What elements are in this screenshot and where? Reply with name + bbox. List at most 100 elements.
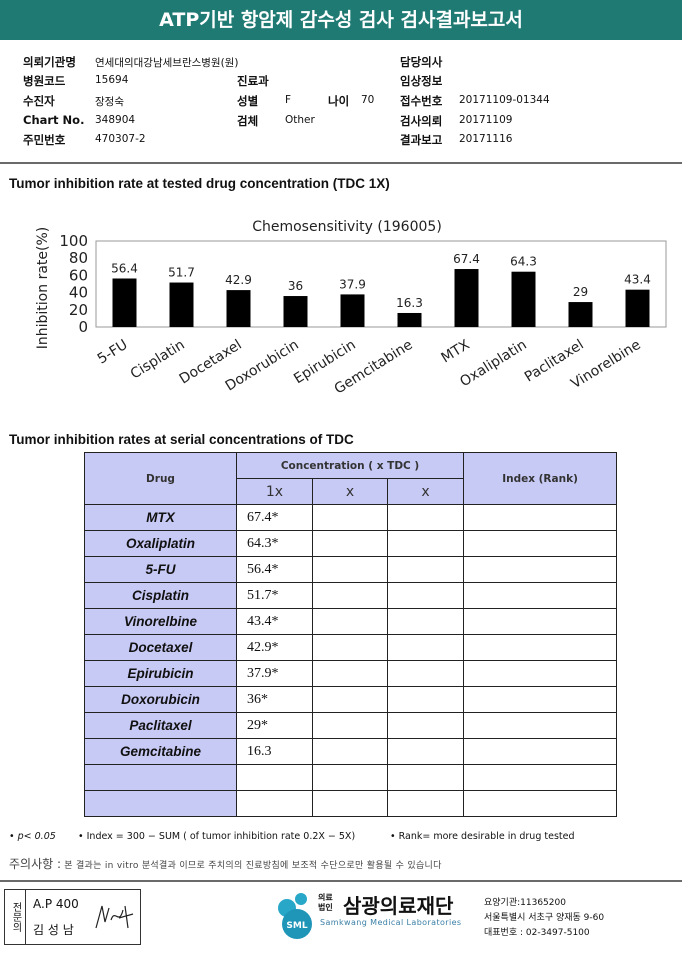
concentration-header: Concentration ( x TDC ) <box>235 452 465 479</box>
lab-phone: 대표번호 : 02-3497-5100 <box>484 928 590 938</box>
drug-header: Drug <box>84 452 237 505</box>
plot-area <box>95 240 667 328</box>
report-title: ATP기반 항암제 감수성 검사 검사결과보고서 <box>0 0 682 40</box>
institution-label: 의뢰기관명 <box>23 55 76 69</box>
index-rank-cell <box>463 790 618 817</box>
table-row: MTX 67.4* <box>84 504 618 531</box>
conc-x-cell <box>312 660 388 687</box>
institution-value: 연세대의대강남세브란스병원(원) <box>95 57 239 69</box>
tdc-1x-cell: 37.9* <box>236 660 313 687</box>
receipt-label: 접수번호 <box>400 94 443 108</box>
index-rank-cell <box>463 556 618 583</box>
bar-value-label: 67.4 <box>453 252 480 266</box>
y-tick-label: 100 <box>59 232 88 250</box>
results-table: Drug Concentration ( x TDC ) Index (Rank… <box>84 452 618 817</box>
conc-x-cell <box>312 712 388 739</box>
index-rank-cell <box>463 504 618 531</box>
request-value: 20171109 <box>459 114 513 126</box>
lab-code: 요양기관:11365200 <box>484 898 566 908</box>
bar-3 <box>283 296 308 327</box>
index-rank-cell <box>463 530 618 557</box>
category-label: 5-FU <box>95 337 131 368</box>
conc-x-cell <box>386 608 465 635</box>
lab-english-name: Samkwang Medical Laboratories <box>320 918 462 927</box>
drug-name-cell: Cisplatin <box>84 582 237 609</box>
chemosensitivity-chart: Chemosensitivity (196005) Inhibition rat… <box>35 219 667 398</box>
conc-x-cell <box>312 608 388 635</box>
bar-4 <box>340 294 365 327</box>
conc-x-cell <box>386 790 465 817</box>
table-row: Oxaliplatin 64.3* <box>84 530 618 557</box>
patient-value: 장정숙 <box>95 96 124 108</box>
table-row: Epirubicin 37.9* <box>84 660 618 687</box>
chart-title: Chemosensitivity (196005) <box>252 219 442 235</box>
chart-no-value: 348904 <box>95 114 136 126</box>
rrn-value: 470307-2 <box>95 133 146 145</box>
bar-value-label: 37.9 <box>339 277 366 291</box>
conc-x-cell <box>312 738 388 765</box>
age-value: 70 <box>361 94 375 106</box>
caution-note: 주의사항 : 본 결과는 in vitro 분석결과 이므로 주치의의 진료방침… <box>9 855 442 872</box>
index-rank-cell <box>463 634 618 661</box>
clinical-label: 임상정보 <box>400 74 443 88</box>
hospital-code-value: 15694 <box>95 74 129 86</box>
specimen-value: Other <box>285 114 315 126</box>
drug-name-cell <box>84 790 237 817</box>
lab-name: 삼광의료재단 <box>343 894 454 918</box>
conc-x-cell <box>386 764 465 791</box>
conc-x-cell <box>312 686 388 713</box>
report-date-value: 20171116 <box>459 133 513 145</box>
bar-6 <box>454 269 479 327</box>
tdc-1x-cell: 51.7* <box>236 582 313 609</box>
tdc-1x-cell: 16.3 <box>236 738 313 765</box>
patient-info: 의뢰기관명 연세대의대강남세브란스병원(원) 병원코드 15694 수진자 장정… <box>0 44 682 164</box>
conc-x-cell <box>312 634 388 661</box>
bar-8 <box>568 302 593 327</box>
report-date-label: 결과보고 <box>400 133 443 147</box>
section2-title: Tumor inhibition rates at serial concent… <box>9 432 354 447</box>
drug-name-cell: Vinorelbine <box>84 608 237 635</box>
tdc-1x-cell: 64.3* <box>236 530 313 557</box>
category-label: MTX <box>439 337 473 367</box>
conc-x-cell <box>386 582 465 609</box>
sml-logo-icon: SML <box>278 893 312 939</box>
table-row: Gemcitabine 16.3 <box>84 738 618 765</box>
table-row <box>84 764 618 791</box>
y-tick-label: 20 <box>69 301 88 319</box>
bar-value-label: 36 <box>288 279 303 293</box>
bar-5 <box>397 312 422 327</box>
patient-label: 수진자 <box>23 94 55 108</box>
footnote: • p< 0.05 • Index = 300 − SUM ( of tumor… <box>9 831 575 842</box>
bar-7 <box>511 271 536 327</box>
bar-value-label: 42.9 <box>225 273 252 287</box>
y-axis-label: Inhibition rate(%) <box>35 227 51 349</box>
bar-value-label: 64.3 <box>510 255 537 269</box>
conc-col-x2: x <box>386 478 465 505</box>
index-rank-cell <box>463 712 618 739</box>
bar-value-label: 56.4 <box>111 261 138 275</box>
index-rank-cell <box>463 582 618 609</box>
pathologist-name: 김 성 남 <box>33 923 74 937</box>
conc-x-cell <box>386 738 465 765</box>
footer-divider <box>0 880 682 882</box>
conc-col-x1: x <box>312 478 388 505</box>
bar-value-label: 29 <box>573 285 588 299</box>
logo-text: SML <box>286 921 307 931</box>
footnote-rank: • Rank= more desirable in drug tested <box>390 831 575 842</box>
y-tick-label: 60 <box>69 266 88 284</box>
lab-prefix: 의료법인 <box>318 893 333 912</box>
specimen-label: 검체 <box>237 114 259 128</box>
chart-no-label: Chart No. <box>23 113 85 127</box>
caution-text: 본 결과는 in vitro 분석결과 이므로 주치의의 진료방침에 보조적 수… <box>64 861 442 871</box>
conc-x-cell <box>386 660 465 687</box>
conc-x-cell <box>386 530 465 557</box>
tdc-1x-cell: 29* <box>236 712 313 739</box>
table-row <box>84 790 618 817</box>
table-row: 5-FU 56.4* <box>84 556 618 583</box>
index-rank-cell <box>463 686 618 713</box>
drug-name-cell: Epirubicin <box>84 660 237 687</box>
rrn-label: 주민번호 <box>23 133 66 147</box>
tdc-1x-cell <box>236 764 313 791</box>
bar-value-label: 43.4 <box>624 273 651 287</box>
table-row: Vinorelbine 43.4* <box>84 608 618 635</box>
